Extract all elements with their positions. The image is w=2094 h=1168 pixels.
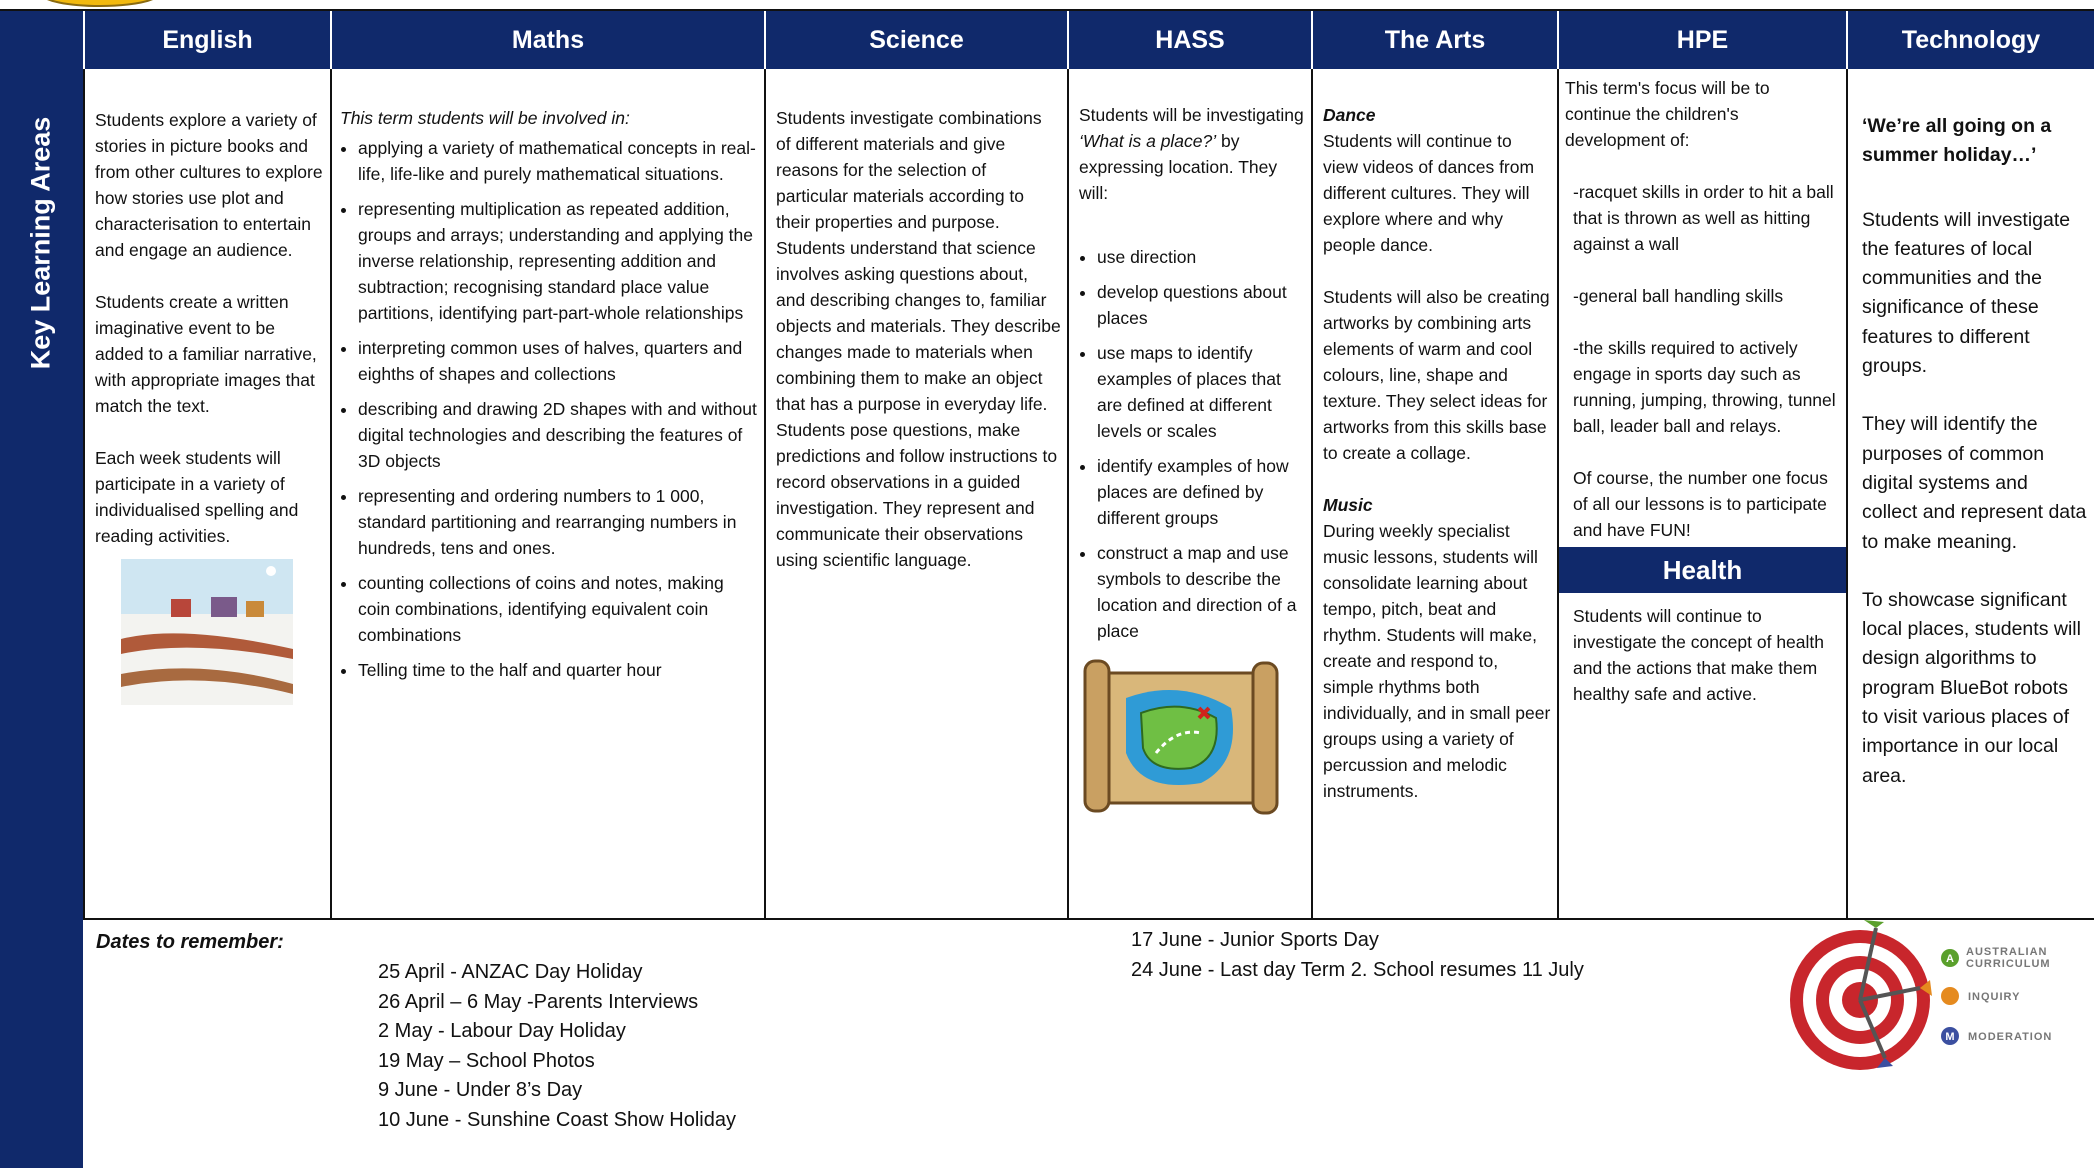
- date-item: 24 June - Last day Term 2. School resume…: [1131, 958, 1584, 981]
- paragraph: ‘We’re all going on a summer holiday…’: [1862, 115, 2052, 167]
- paragraph: Students will continue to investigate th…: [1573, 606, 1825, 704]
- paragraph: -the skills required to actively engage …: [1573, 338, 1836, 436]
- column-header: Science: [764, 11, 1067, 69]
- date-item: 10 June - Sunshine Coast Show Holiday: [378, 1108, 736, 1131]
- curriculum-logo: A M AUSTRALIAN CURRICULUM INQUIRY MODERA…: [1790, 920, 2052, 1070]
- technology-cell: ‘We’re all going on a summer holiday…’ S…: [1846, 69, 2094, 920]
- science-cell: Students investigate combinations of dif…: [764, 69, 1067, 920]
- paragraph: This term's focus will be to continue th…: [1565, 78, 1770, 150]
- date-item: 26 April – 6 May -Parents Interviews: [378, 990, 699, 1013]
- badge-letter: A: [1946, 953, 1954, 965]
- school-logo: [47, 0, 153, 7]
- paragraph: Students will continue to view videos of…: [1323, 131, 1535, 255]
- dates-title: Dates to remember:: [96, 931, 284, 953]
- date-item: 17 June - Junior Sports Day: [1131, 929, 1379, 951]
- column-header: Maths: [330, 11, 764, 69]
- bullet: use direction: [1097, 244, 1305, 270]
- section-heading: Dance: [1323, 105, 1376, 125]
- top-rule: [0, 9, 2094, 11]
- arts-cell: Dance Students will continue to view vid…: [1311, 69, 1557, 920]
- dates-right: 17 June - Junior Sports Day 24 June - Las…: [1131, 926, 1584, 985]
- paragraph: -racquet skills in order to hit a ball t…: [1573, 182, 1834, 254]
- paragraph: Students create a written imaginative ev…: [95, 292, 317, 416]
- paragraph: Students investigate combinations of dif…: [776, 108, 1061, 570]
- date-item: 9 June - Under 8’s Day: [378, 1079, 583, 1101]
- bullet: identify examples of how places are defi…: [1097, 453, 1305, 531]
- dates-left: 25 April - ANZAC Day Holiday 26 April – 6…: [378, 958, 736, 1135]
- paragraph: Students will investigate the features o…: [1862, 208, 2071, 378]
- paragraph: -general ball handling skills: [1573, 286, 1784, 306]
- bullet: Telling time to the half and quarter hou…: [358, 657, 758, 683]
- intro-text: by expressing location. They will:: [1079, 131, 1278, 203]
- paragraph: During weekly specialist music lessons, …: [1323, 521, 1551, 801]
- intro: Students will be investigating ‘What is …: [1079, 102, 1305, 206]
- section-heading: Music: [1323, 495, 1373, 515]
- map-picture: [1083, 659, 1279, 815]
- date-item: 2 May - Labour Day Holiday: [378, 1020, 626, 1042]
- bullet: describing and drawing 2D shapes with an…: [358, 396, 758, 474]
- paragraph: Students will also be creating artworks …: [1323, 287, 1550, 463]
- logo-label: INQUIRY: [1968, 991, 2020, 1003]
- bullet-list: applying a variety of mathematical conce…: [340, 135, 758, 683]
- side-label: Key Learning Areas: [25, 116, 56, 370]
- side-band: Key Learning Areas: [0, 11, 83, 1168]
- paragraph: Each week students will participate in a…: [95, 448, 299, 546]
- bullet: use maps to identify examples of places …: [1097, 340, 1305, 444]
- bullet: counting collections of coins and notes,…: [358, 570, 758, 648]
- bullet: representing and ordering numbers to 1 0…: [358, 483, 758, 561]
- column-header: The Arts: [1311, 11, 1557, 69]
- intro-question: ‘What is a place?’: [1079, 131, 1217, 151]
- badge-letter: M: [1945, 1031, 1954, 1043]
- english-cell: Students explore a variety of stories in…: [83, 69, 330, 920]
- paragraph: To showcase significant local places, st…: [1862, 588, 2081, 787]
- date-item: 25 April - ANZAC Day Holiday: [378, 961, 643, 983]
- hpe-cell: This term's focus will be to continue th…: [1557, 69, 1846, 920]
- bullet: construct a map and use symbols to descr…: [1097, 540, 1305, 644]
- logo-label: AUSTRALIAN CURRICULUM: [1966, 946, 2051, 970]
- column-header: HASS: [1067, 11, 1311, 69]
- winter-picture: [121, 559, 293, 705]
- paragraph: They will identify the purposes of commo…: [1862, 413, 2087, 553]
- intro-text: Students will be investigating: [1079, 105, 1304, 125]
- hass-cell: Students will be investigating ‘What is …: [1067, 69, 1311, 920]
- bullet: applying a variety of mathematical conce…: [358, 135, 758, 187]
- bullet: interpreting common uses of halves, quar…: [358, 335, 758, 387]
- maths-cell: This term students will be involved in: …: [330, 69, 764, 920]
- date-item: 19 May – School Photos: [378, 1049, 595, 1072]
- paragraph: Students explore a variety of stories in…: [95, 110, 323, 260]
- intro: This term students will be involved in:: [340, 108, 630, 128]
- bullet: representing multiplication as repeated …: [358, 196, 758, 326]
- logo-label: MODERATION: [1968, 1031, 2052, 1043]
- subheader: Health: [1559, 547, 1846, 593]
- bullet: develop questions about places: [1097, 279, 1305, 331]
- column-header: Technology: [1846, 11, 2094, 69]
- bullet-list: use direction develop questions about pla…: [1079, 244, 1305, 644]
- paragraph: Of course, the number one focus of all o…: [1573, 468, 1828, 540]
- column-header: English: [83, 11, 330, 69]
- column-header: HPE: [1557, 11, 1846, 69]
